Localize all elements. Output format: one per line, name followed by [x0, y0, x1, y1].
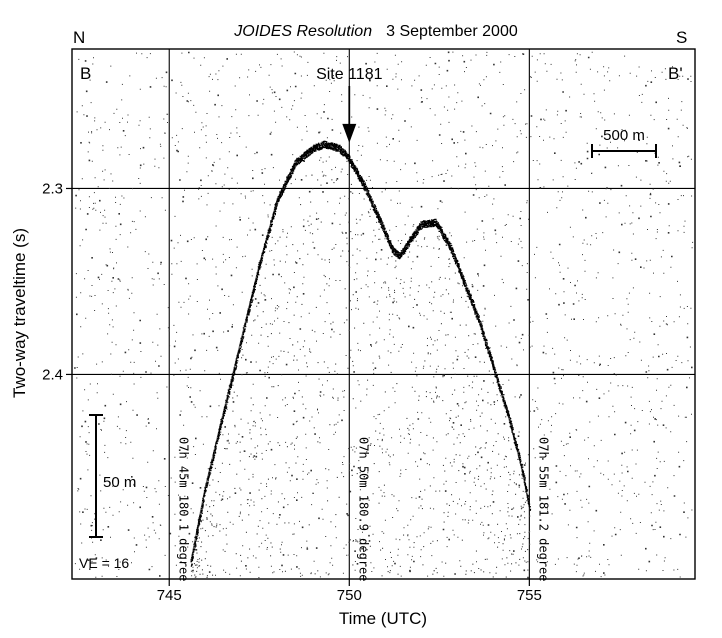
plot-frame: [71, 48, 696, 580]
time-mark-label-1: 07h 50m 180.9 degree: [357, 437, 371, 582]
x-axis-ticks: 745 750 755: [157, 579, 542, 604]
y-axis-ticks: 2.3 2.4: [42, 180, 72, 383]
site-marker: Site 1181: [316, 66, 383, 143]
chart-title: JOIDES Resolution 3 September 2000: [233, 23, 518, 40]
noise-dots: [74, 51, 694, 579]
x-tick-label-2: 755: [517, 587, 542, 604]
x-tick-label-0: 745: [157, 587, 182, 604]
title-date: 3 September 2000: [386, 23, 518, 40]
time-mark-label-2: 07h 55m 181.2 degree: [537, 437, 551, 582]
title-ship-name: JOIDES Resolution: [233, 23, 372, 40]
y-axis-label: Two-way traveltime (s): [10, 228, 29, 398]
seafloor-reflector: [190, 140, 532, 578]
vertical-exaggeration-label: VE = 16: [79, 555, 129, 571]
x-tick-label-1: 750: [337, 587, 362, 604]
corner-label-north: N: [73, 28, 85, 47]
x-axis-label: Time (UTC): [339, 609, 427, 628]
vertical-scale-bar: 50 m: [89, 414, 136, 538]
horizontal-scale-label: 500 m: [603, 127, 645, 144]
reflector-line: [190, 143, 530, 563]
seismic-noise-speckle: [74, 51, 694, 579]
site-arrow-head: [342, 123, 357, 143]
profile-start-label: B: [80, 64, 91, 83]
corner-label-south: S: [676, 28, 687, 47]
y-tick-label-1: 2.4: [42, 366, 63, 383]
time-mark-label-0: 07h 45m 180.1 degree: [176, 437, 190, 582]
site-label: Site 1181: [316, 66, 383, 83]
profile-end-label: B': [668, 64, 683, 83]
horizontal-scale-bar: 500 m: [591, 127, 657, 158]
y-tick-label-0: 2.3: [42, 180, 63, 197]
time-marks: 07h 45m 180.1 degree 07h 50m 180.9 degree…: [176, 437, 550, 582]
vertical-scale-label: 50 m: [103, 474, 136, 491]
grid-lines: [72, 49, 695, 579]
